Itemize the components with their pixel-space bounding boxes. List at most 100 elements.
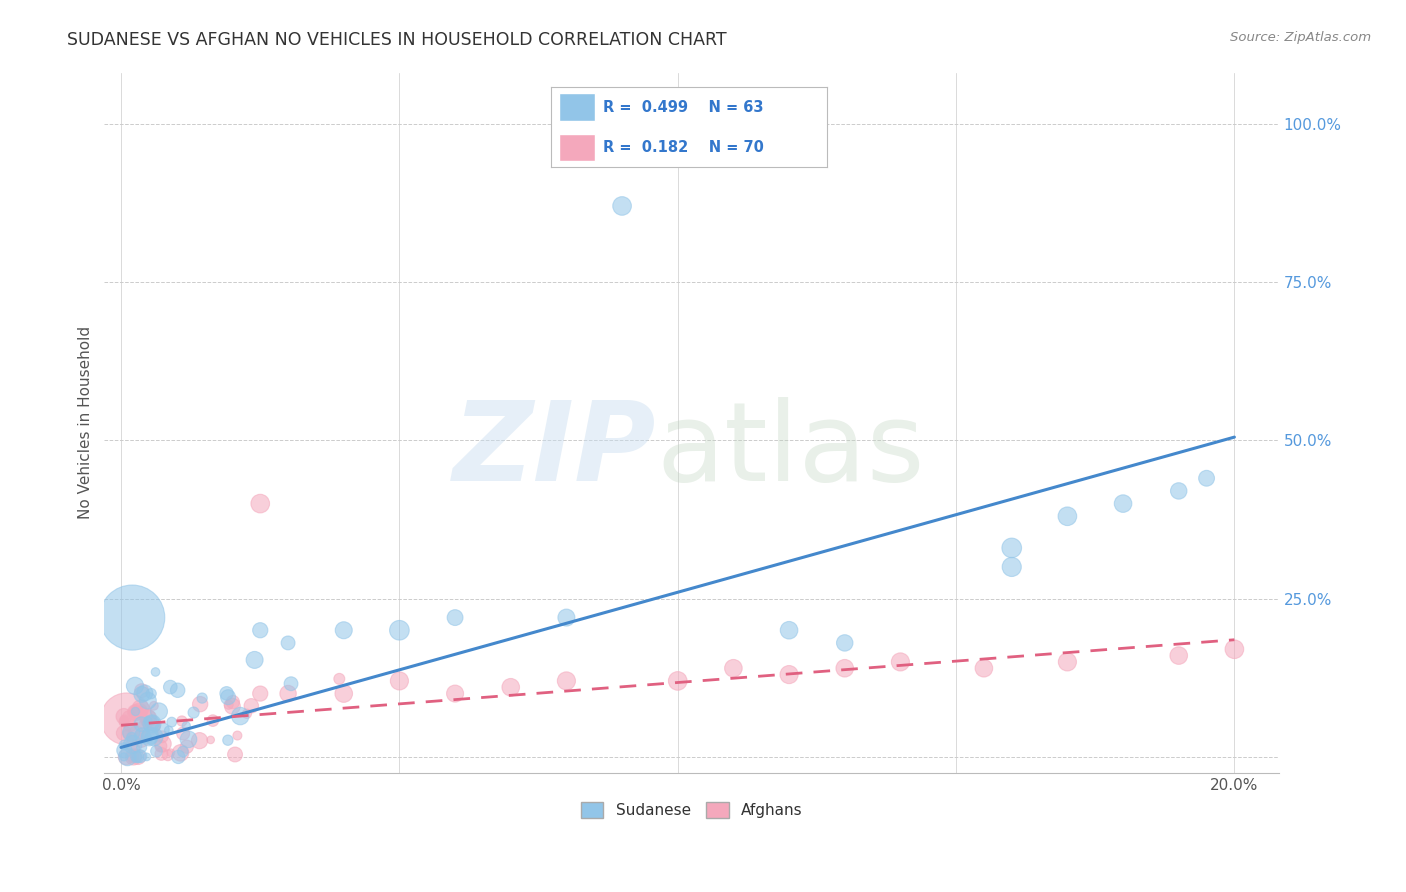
- Point: [236, 706, 259, 721]
- Point: [149, 739, 172, 753]
- Point: [666, 673, 689, 688]
- Point: [217, 690, 239, 705]
- Point: [388, 673, 411, 688]
- Point: [127, 750, 149, 764]
- Point: [174, 719, 197, 733]
- Point: [166, 683, 188, 698]
- Point: [124, 741, 146, 756]
- Point: [138, 711, 160, 725]
- Point: [122, 750, 145, 764]
- Point: [141, 719, 163, 733]
- Point: [121, 731, 143, 745]
- Point: [121, 738, 143, 752]
- Point: [778, 624, 800, 638]
- Point: [167, 750, 190, 764]
- Point: [118, 718, 141, 732]
- Point: [1195, 471, 1218, 485]
- Point: [889, 655, 911, 669]
- Point: [143, 720, 166, 734]
- Point: [131, 729, 153, 743]
- Point: [115, 750, 138, 764]
- Point: [118, 710, 141, 724]
- Point: [1056, 509, 1078, 524]
- Point: [115, 712, 138, 726]
- Point: [124, 706, 146, 720]
- Point: [555, 673, 578, 688]
- Point: [124, 679, 146, 693]
- Point: [139, 687, 162, 701]
- Point: [136, 714, 159, 728]
- Point: [249, 497, 271, 511]
- Point: [112, 726, 135, 740]
- Point: [183, 706, 205, 720]
- Point: [188, 733, 211, 747]
- Text: Source: ZipAtlas.com: Source: ZipAtlas.com: [1230, 31, 1371, 45]
- Point: [229, 709, 252, 723]
- Point: [117, 750, 139, 764]
- Point: [124, 705, 146, 719]
- Point: [221, 699, 243, 714]
- Point: [215, 686, 238, 700]
- Y-axis label: No Vehicles in Household: No Vehicles in Household: [79, 326, 93, 519]
- Point: [129, 701, 152, 715]
- Point: [112, 712, 135, 726]
- Point: [222, 695, 245, 709]
- Point: [124, 706, 146, 720]
- Text: atlas: atlas: [657, 397, 925, 504]
- Point: [444, 610, 467, 624]
- Point: [128, 705, 150, 719]
- Point: [834, 661, 856, 675]
- Point: [499, 680, 522, 694]
- Text: ZIP: ZIP: [453, 397, 657, 504]
- Point: [115, 726, 138, 740]
- Point: [157, 723, 180, 738]
- Point: [129, 732, 152, 747]
- Point: [148, 705, 170, 719]
- Point: [136, 710, 159, 724]
- Point: [723, 661, 745, 675]
- Point: [131, 740, 153, 755]
- Point: [224, 747, 246, 762]
- Point: [1167, 648, 1189, 663]
- Point: [120, 725, 142, 739]
- Point: [139, 729, 162, 743]
- Point: [218, 698, 240, 712]
- Point: [1056, 655, 1078, 669]
- Point: [129, 749, 152, 764]
- Point: [176, 739, 198, 754]
- Point: [169, 746, 191, 760]
- Point: [120, 729, 142, 743]
- Point: [444, 687, 467, 701]
- Point: [191, 691, 214, 706]
- Point: [134, 686, 156, 700]
- Point: [131, 717, 153, 731]
- Point: [280, 677, 302, 691]
- Point: [125, 750, 148, 764]
- Point: [249, 687, 271, 701]
- Point: [131, 687, 153, 701]
- Point: [388, 624, 411, 638]
- Point: [277, 636, 299, 650]
- Point: [243, 653, 266, 667]
- Point: [332, 624, 354, 638]
- Point: [120, 738, 142, 752]
- Point: [555, 610, 578, 624]
- Point: [112, 709, 135, 723]
- Point: [188, 697, 211, 711]
- Point: [143, 730, 166, 744]
- Point: [1112, 497, 1135, 511]
- Point: [172, 726, 194, 740]
- Point: [145, 744, 167, 758]
- Point: [112, 715, 135, 730]
- Point: [170, 714, 193, 728]
- Point: [112, 750, 135, 764]
- Point: [610, 199, 633, 213]
- Point: [134, 715, 156, 730]
- Point: [156, 748, 179, 763]
- Point: [159, 680, 181, 694]
- Point: [112, 743, 135, 757]
- Point: [973, 661, 995, 675]
- Point: [201, 714, 224, 728]
- Point: [152, 737, 174, 751]
- Point: [141, 716, 163, 731]
